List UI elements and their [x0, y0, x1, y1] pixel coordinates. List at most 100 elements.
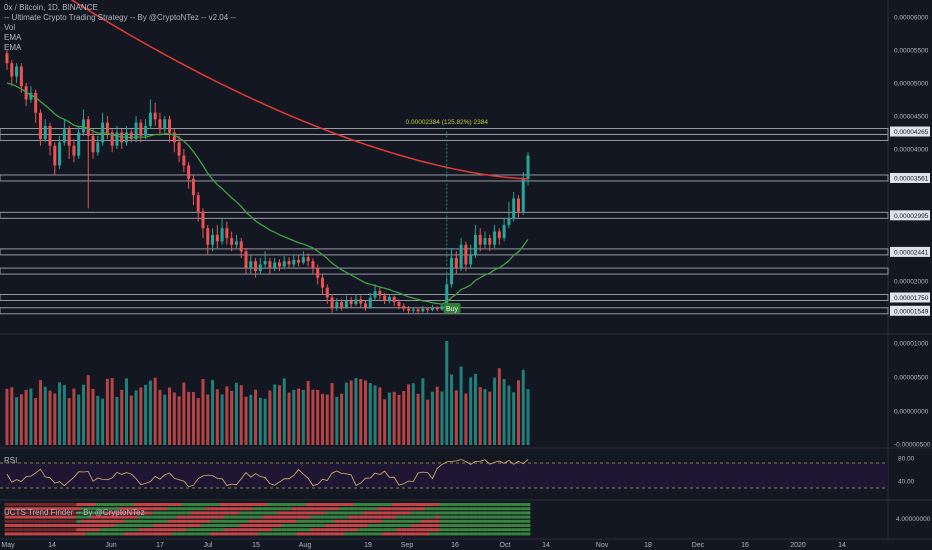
trend-stripe	[291, 528, 297, 532]
trend-stripe	[272, 524, 278, 527]
trend-stripe	[506, 519, 512, 523]
trend-stripe	[157, 524, 163, 527]
strategy-title[interactable]: -- Ultimate Crypto Trading Strategy -- B…	[4, 13, 236, 22]
trend-stripe	[363, 519, 368, 523]
candle	[53, 145, 57, 166]
trend-stripe	[85, 519, 91, 523]
trend-stripe	[33, 519, 39, 523]
trend-stripe	[143, 511, 149, 515]
trend-stripe	[186, 532, 192, 536]
trend-stripe	[439, 524, 445, 527]
trend-stripe	[415, 507, 421, 511]
trend-stripe	[238, 519, 244, 523]
symbol-title[interactable]: 0x / Bitcoin, 1D, BINANCE	[4, 3, 98, 12]
trend-stripe	[152, 503, 158, 506]
trend-stripe	[205, 511, 211, 515]
volume-bar	[105, 378, 109, 445]
support-resistance-level	[0, 128, 889, 136]
trend-stripe	[458, 515, 464, 519]
trend-stripe	[496, 524, 502, 527]
trend-stripe	[391, 519, 397, 523]
trend-stripe	[348, 511, 354, 515]
trend-stripe	[387, 507, 392, 511]
trend-stripe	[377, 524, 383, 527]
trend-stripe	[90, 524, 96, 527]
trend-stripe	[76, 507, 82, 511]
rsi-pane-label[interactable]: RSI	[4, 456, 18, 465]
trend-stripe	[449, 515, 454, 519]
trend-stripe	[219, 528, 225, 532]
trend-stripe	[90, 503, 96, 506]
candle	[287, 261, 291, 265]
candle	[330, 297, 334, 308]
trend-stripe	[52, 515, 58, 519]
trend-stripe	[234, 507, 239, 511]
trend-stripe	[358, 519, 364, 523]
trend-stripe	[473, 507, 478, 511]
candle	[512, 198, 516, 219]
candle	[488, 238, 492, 245]
volume-bar	[58, 382, 62, 445]
trend-stripe	[167, 528, 172, 532]
trend-stripe	[104, 524, 110, 527]
trend-pane-label[interactable]: UCTS Trend Finder -- By @CryptoNTez	[4, 508, 145, 517]
trend-stripe	[104, 515, 110, 519]
trend-stripe	[267, 519, 273, 523]
indicator-ema-2[interactable]: EMA	[4, 43, 22, 52]
trend-stripe	[434, 519, 440, 523]
trend-stripe	[449, 524, 454, 527]
trend-stripe	[4, 515, 10, 519]
trend-stripe	[133, 528, 139, 532]
trend-stripe	[28, 507, 34, 511]
trend-stripe	[176, 524, 182, 527]
trend-stripe	[205, 524, 211, 527]
candle	[225, 228, 229, 239]
volume-bar	[15, 397, 19, 445]
indicator-ema-1[interactable]: EMA	[4, 33, 22, 42]
trend-stripe	[257, 528, 263, 532]
trend-stripe	[28, 515, 34, 519]
trend-stripe	[219, 511, 225, 515]
volume-bar	[220, 394, 224, 445]
trend-stripe	[487, 519, 493, 523]
trend-stripe	[195, 511, 201, 515]
trend-stripe	[4, 528, 10, 532]
volume-bar	[516, 380, 520, 445]
trend-stripe	[482, 515, 488, 519]
trend-stripe	[238, 515, 244, 519]
volume-bar	[373, 385, 377, 445]
trend-stripe	[176, 503, 182, 506]
trend-stripe	[420, 503, 426, 506]
candle	[10, 63, 14, 77]
trend-stripe	[415, 532, 421, 536]
trend-stripe	[52, 507, 58, 511]
rsi-band	[0, 463, 888, 488]
trend-stripe	[511, 511, 517, 515]
trend-stripe	[224, 528, 230, 532]
trend-stripe	[124, 511, 129, 515]
trend-stripe	[401, 507, 407, 511]
trend-stripe	[453, 528, 459, 532]
trend-stripe	[224, 524, 230, 527]
trend-stripe	[339, 507, 344, 511]
trend-stripe	[200, 503, 206, 506]
trend-stripe	[353, 507, 359, 511]
trend-stripe	[95, 507, 101, 511]
trend-stripe	[214, 511, 220, 515]
candle	[38, 112, 42, 140]
candle	[273, 262, 277, 268]
candle	[526, 155, 530, 179]
candle	[483, 238, 487, 245]
trend-stripe	[473, 524, 478, 527]
trend-stripe	[57, 528, 62, 532]
trend-stripe	[310, 532, 316, 536]
indicator-vol[interactable]: Vol	[4, 23, 16, 32]
trend-stripe	[406, 507, 411, 511]
ema-fast-line	[6, 82, 529, 305]
trend-stripe	[90, 515, 96, 519]
trend-stripe	[477, 507, 483, 511]
trend-stripe	[133, 532, 139, 536]
trend-stripe	[162, 515, 168, 519]
rsi-axis-tick: 80.00	[898, 456, 915, 463]
